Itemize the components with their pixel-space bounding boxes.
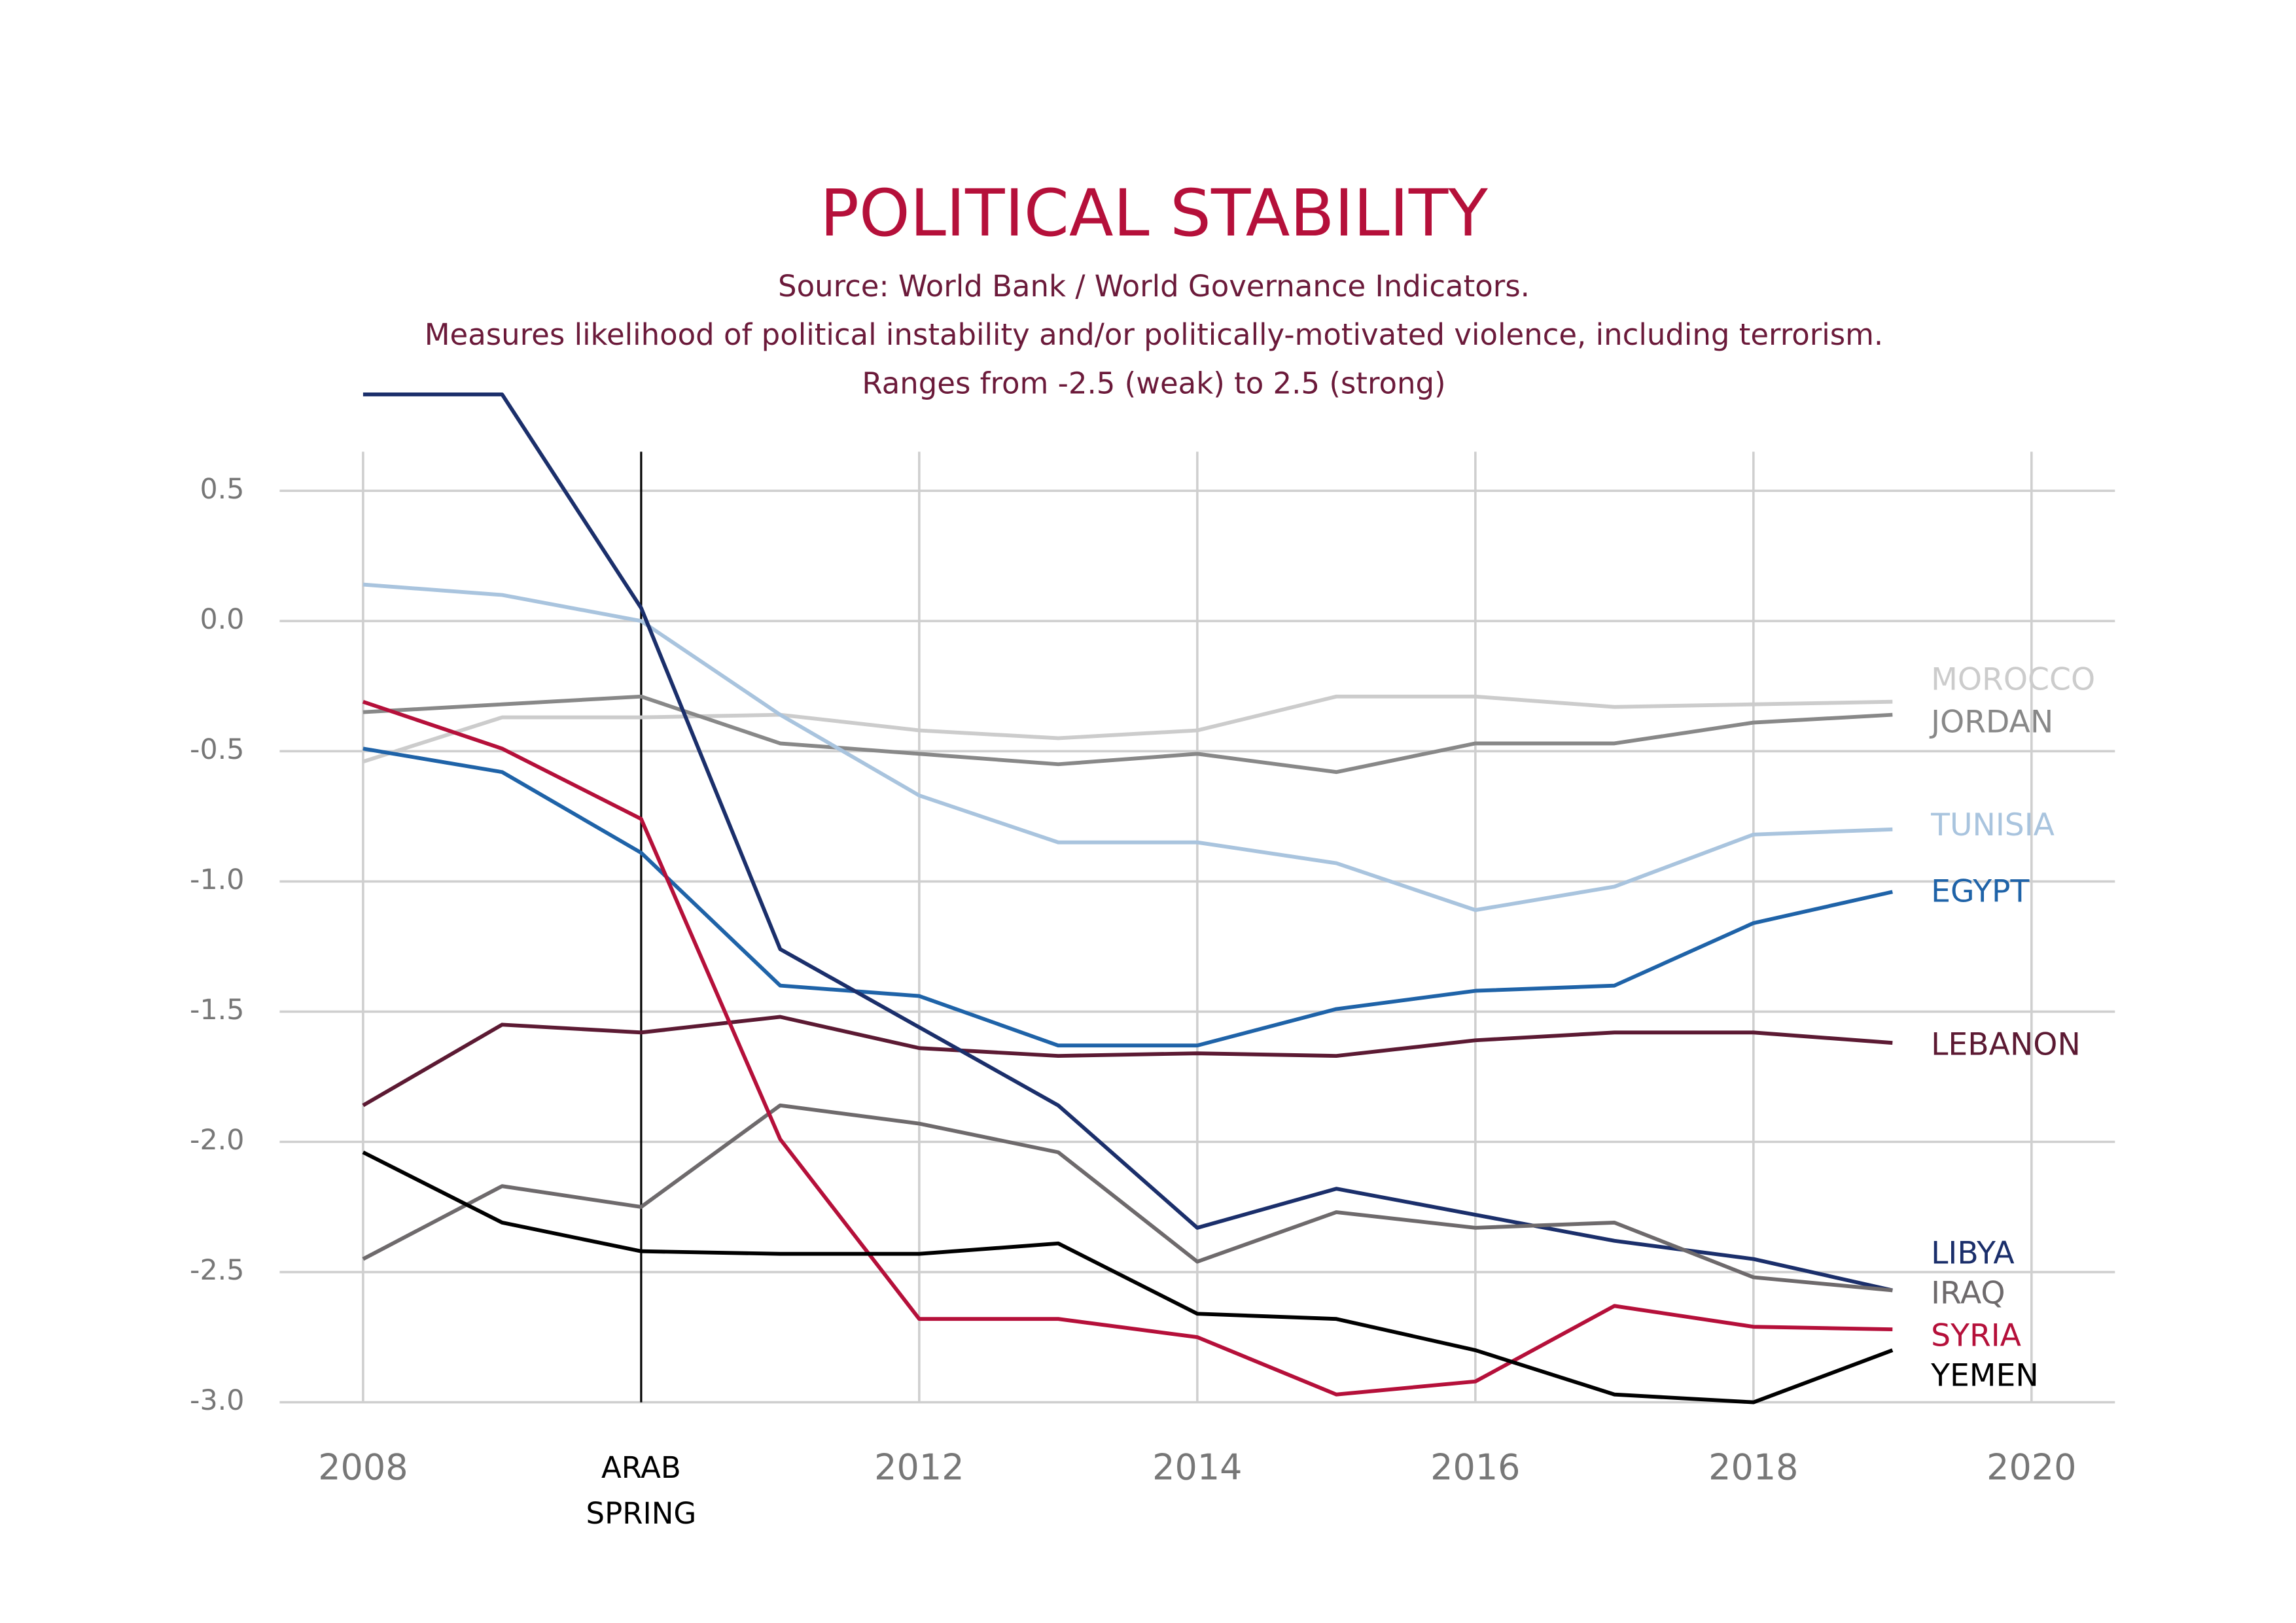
series-line (362, 746, 1893, 1048)
series-line (362, 694, 1893, 775)
y-tick-label: -1.5 (190, 994, 244, 1026)
series-line (362, 582, 1893, 913)
legend-label: TUNISIA (1930, 807, 2055, 843)
legend-label: YEMEN (1930, 1357, 2039, 1393)
x-tick-label-line: ARAB (601, 1450, 681, 1485)
x-tick-label: 2012 (874, 1447, 964, 1488)
x-tick-label: 2014 (1152, 1447, 1242, 1488)
legend-label: LEBANON (1931, 1026, 2081, 1062)
y-tick-label: 0.0 (200, 603, 244, 636)
legend-label: LIBYA (1931, 1236, 2015, 1272)
series-line (362, 694, 1893, 764)
x-tick-label: 2018 (1708, 1447, 1798, 1488)
legend-label: IRAQ (1931, 1275, 2005, 1311)
x-tick-label: 2016 (1430, 1447, 1520, 1488)
series-line (362, 699, 1893, 1397)
chart-title: POLITICAL STABILITY (820, 176, 1488, 251)
x-tick-label: ARAB SPRING (586, 1450, 697, 1531)
x-tick-label: 2020 (1987, 1447, 2076, 1488)
chart-subtitle: Ranges from -2.5 (weak) to 2.5 (strong) (862, 366, 1445, 400)
series-line (362, 1150, 1894, 1405)
series-line (362, 393, 1893, 1293)
y-tick-label: -3.0 (190, 1384, 244, 1417)
legend-label: SYRIA (1931, 1318, 2021, 1354)
x-tick-label-line: SPRING (586, 1496, 697, 1531)
legend-label: MOROCCO (1931, 661, 2095, 697)
series-line (362, 1103, 1893, 1293)
y-tick-label: -2.5 (190, 1254, 244, 1287)
legend-label: EGYPT (1931, 873, 2029, 909)
series-line (362, 1015, 1893, 1108)
chart-subtitle: Measures likelihood of political instabi… (425, 317, 1884, 352)
y-tick-label: -2.0 (190, 1124, 244, 1157)
y-tick-label: -0.5 (190, 733, 244, 766)
y-tick-label: 0.5 (200, 473, 244, 506)
x-tick-label: 2008 (318, 1447, 408, 1488)
y-tick-label: -1.0 (190, 864, 244, 896)
grid (279, 451, 2115, 1404)
chart-subtitle: Source: World Bank / World Governance In… (778, 269, 1530, 304)
legend-label: JORDAN (1929, 705, 2053, 741)
